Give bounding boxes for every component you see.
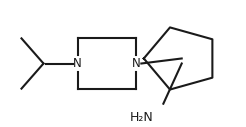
Text: N: N	[132, 57, 141, 70]
Text: H₂N: H₂N	[129, 111, 153, 124]
Text: N: N	[73, 57, 82, 70]
